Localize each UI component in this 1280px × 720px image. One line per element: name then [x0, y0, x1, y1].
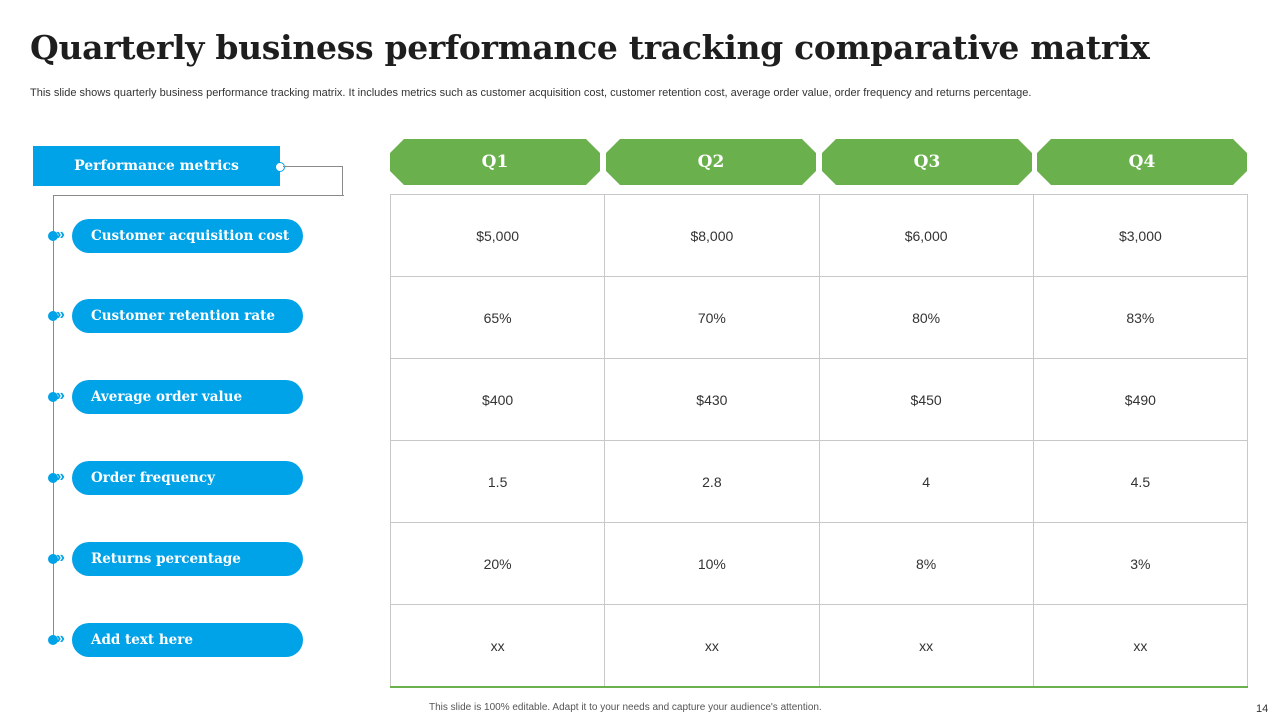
matrix-row: 20% 10% 8% 3%: [389, 522, 1249, 605]
slide-footer: This slide is 100% editable. Adapt it to…: [429, 702, 822, 713]
metric-row-customer-retention-rate: » Customer retention rate: [48, 299, 308, 333]
metric-label: Customer acquisition cost: [72, 219, 303, 253]
quarter-header-q3: Q3: [822, 139, 1032, 185]
matrix-row: xx xx xx xx: [389, 604, 1249, 688]
chevron-right-icon: »: [56, 468, 65, 485]
matrix-cell: 1.5: [389, 440, 606, 523]
metric-dot: [48, 554, 58, 564]
metric-label: Returns percentage: [72, 542, 303, 576]
matrix-cell: 8%: [818, 522, 1034, 605]
matrix-cell: $490: [1032, 358, 1249, 441]
matrix-cell: $6,000: [818, 194, 1034, 277]
matrix-cell: $5,000: [389, 194, 606, 277]
matrix-cell: $8,000: [604, 194, 820, 277]
metric-dot: [48, 311, 58, 321]
chevron-right-icon: »: [56, 306, 65, 323]
matrix-cell: xx: [389, 604, 606, 688]
matrix-cell: 10%: [604, 522, 820, 605]
metric-dot: [48, 473, 58, 483]
metric-label: Add text here: [72, 623, 303, 657]
metric-dot: [48, 635, 58, 645]
matrix-cell: xx: [604, 604, 820, 688]
matrix-row: 65% 70% 80% 83%: [389, 276, 1249, 359]
metric-label: Average order value: [72, 380, 303, 414]
matrix-cell: xx: [1032, 604, 1249, 688]
matrix-cell: $430: [604, 358, 820, 441]
matrix-cell: 3%: [1032, 522, 1249, 605]
connector-bracket: [283, 166, 343, 196]
metric-dot: [48, 231, 58, 241]
matrix-cell: 4: [818, 440, 1034, 523]
page-number: 14: [1256, 703, 1269, 715]
quarter-header-q4: Q4: [1037, 139, 1247, 185]
matrix-cell: 70%: [604, 276, 820, 359]
metric-label: Order frequency: [72, 461, 303, 495]
matrix-cell: 4.5: [1032, 440, 1249, 523]
matrix-cell: $400: [389, 358, 606, 441]
matrix-cell: 20%: [389, 522, 606, 605]
connector-knob: [275, 162, 285, 172]
matrix-cell: 83%: [1032, 276, 1249, 359]
metrics-spine-line: [53, 195, 54, 641]
metric-row-add-text-here: » Add text here: [48, 623, 308, 657]
matrix-cell: $450: [818, 358, 1034, 441]
matrix-row: $5,000 $8,000 $6,000 $3,000: [389, 194, 1249, 277]
slide-title: Quarterly business performance tracking …: [30, 28, 1150, 67]
metric-dot: [48, 392, 58, 402]
metric-row-customer-acquisition-cost: » Customer acquisition cost: [48, 219, 308, 253]
metric-row-order-frequency: » Order frequency: [48, 461, 308, 495]
matrix-cell: $3,000: [1032, 194, 1249, 277]
matrix-cell: xx: [818, 604, 1034, 688]
metric-row-average-order-value: » Average order value: [48, 380, 308, 414]
matrix-row: $400 $430 $450 $490: [389, 358, 1249, 441]
performance-metrics-header: Performance metrics: [33, 146, 280, 186]
chevron-right-icon: »: [56, 387, 65, 404]
quarter-header-q1: Q1: [390, 139, 600, 185]
matrix-cell: 65%: [389, 276, 606, 359]
matrix-row: 1.5 2.8 4 4.5: [389, 440, 1249, 523]
metric-label: Customer retention rate: [72, 299, 303, 333]
quarter-header-q2: Q2: [606, 139, 816, 185]
chevron-right-icon: »: [56, 226, 65, 243]
chevron-right-icon: »: [56, 630, 65, 647]
metric-row-returns-percentage: » Returns percentage: [48, 542, 308, 576]
chevron-right-icon: »: [56, 549, 65, 566]
performance-matrix: $5,000 $8,000 $6,000 $3,000 65% 70% 80% …: [389, 194, 1249, 688]
slide-subtitle: This slide shows quarterly business perf…: [30, 87, 1032, 99]
matrix-cell: 2.8: [604, 440, 820, 523]
connector-line: [53, 195, 344, 196]
matrix-cell: 80%: [818, 276, 1034, 359]
